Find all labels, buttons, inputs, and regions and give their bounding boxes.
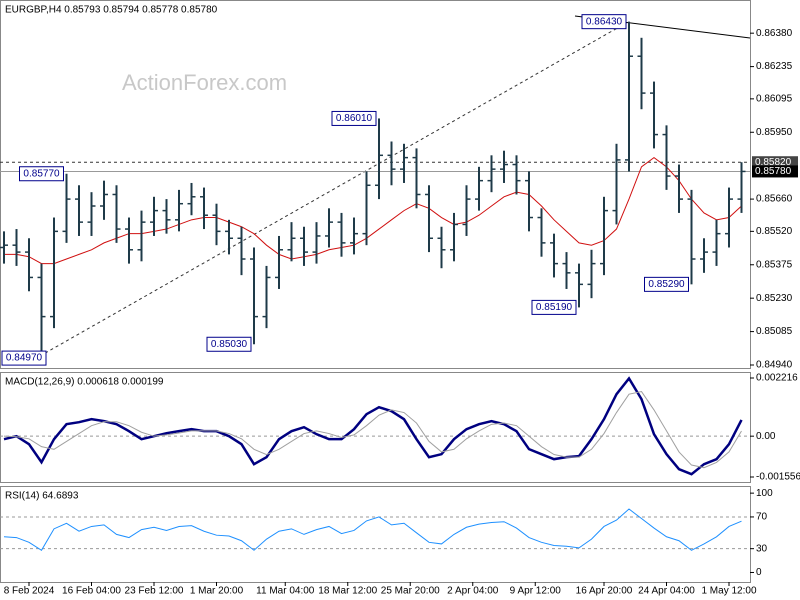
indicator-line xyxy=(3,390,742,469)
panel-title: RSI(14) 64.6893 xyxy=(5,491,79,502)
price-annotation-box xyxy=(19,166,64,182)
x-tick-label: 16 Apr 20:00 xyxy=(576,586,633,597)
y-tick-label: 100 xyxy=(756,488,773,499)
price-annotation: 0.84970 xyxy=(6,353,43,364)
trend-line xyxy=(39,21,629,357)
y-tick-label: 30 xyxy=(756,543,768,554)
panel-frame xyxy=(0,0,751,369)
y-tick-label: 70 xyxy=(756,512,768,523)
y-tick-label: 0.85520 xyxy=(756,226,793,237)
price-annotation: 0.85770 xyxy=(23,168,60,179)
y-tick-label: 0.85660 xyxy=(756,194,793,205)
y-tick-label: 0.85085 xyxy=(756,326,793,337)
x-tick-label: 25 Mar 20:00 xyxy=(381,586,440,597)
moving-average xyxy=(4,156,742,265)
y-tick-label: 0.86380 xyxy=(756,28,793,39)
x-tick-label: 11 Mar 04:00 xyxy=(256,586,315,597)
price-annotation-box xyxy=(531,299,577,315)
y-tick-label: -0.001556 xyxy=(756,472,800,483)
price-annotation-box xyxy=(581,14,627,30)
price-level-label: 0.85820 xyxy=(755,157,792,168)
y-tick-label: 0.86235 xyxy=(756,61,793,72)
x-tick-label: 8 Feb 2024 xyxy=(4,586,55,597)
price-annotation: 0.86430 xyxy=(586,16,623,27)
y-tick-label: 0.85230 xyxy=(756,293,793,304)
y-tick-label: 0.002216 xyxy=(756,373,798,384)
x-tick-label: 24 Apr 04:00 xyxy=(638,586,695,597)
indicator-line xyxy=(3,376,743,476)
watermark: ActionForex.com xyxy=(122,70,287,95)
panel-frame xyxy=(0,486,751,583)
price-annotation-box xyxy=(644,276,689,292)
y-tick-label: 0.00 xyxy=(756,431,776,442)
y-tick-label: 0 xyxy=(756,567,762,578)
panel-title: MACD(12,26,9) 0.000618 0.000199 xyxy=(5,377,164,388)
price-level-box xyxy=(752,156,798,169)
panel-title: EURGBP,H4 0.85793 0.85794 0.85778 0.8578… xyxy=(5,5,218,16)
y-tick-label: 0.86095 xyxy=(756,93,793,104)
price-annotation-box xyxy=(206,336,252,352)
y-tick-label: 0.84940 xyxy=(756,360,793,371)
x-tick-label: 1 May 12:00 xyxy=(701,586,756,597)
price-annotation-box xyxy=(1,350,47,366)
price-annotation: 0.85290 xyxy=(648,279,685,290)
x-tick-label: 16 Feb 04:00 xyxy=(62,586,121,597)
price-level-box xyxy=(752,165,798,178)
price-annotation: 0.86010 xyxy=(336,113,373,124)
x-tick-label: 23 Feb 12:00 xyxy=(125,586,184,597)
price-annotation: 0.85030 xyxy=(211,339,248,350)
y-tick-label: 0.85375 xyxy=(756,259,793,270)
x-tick-label: 1 Mar 20:00 xyxy=(190,586,244,597)
price-annotation: 0.85190 xyxy=(536,302,573,313)
price-level-label: 0.85780 xyxy=(755,166,792,177)
y-tick-label: 0.85950 xyxy=(756,127,793,138)
x-tick-label: 18 Mar 12:00 xyxy=(318,586,377,597)
indicator-line xyxy=(3,508,742,551)
x-tick-label: 2 Apr 04:00 xyxy=(447,586,499,597)
x-tick-label: 9 Apr 12:00 xyxy=(510,586,562,597)
price-annotation-box xyxy=(331,110,377,126)
panel-frame xyxy=(0,372,751,483)
